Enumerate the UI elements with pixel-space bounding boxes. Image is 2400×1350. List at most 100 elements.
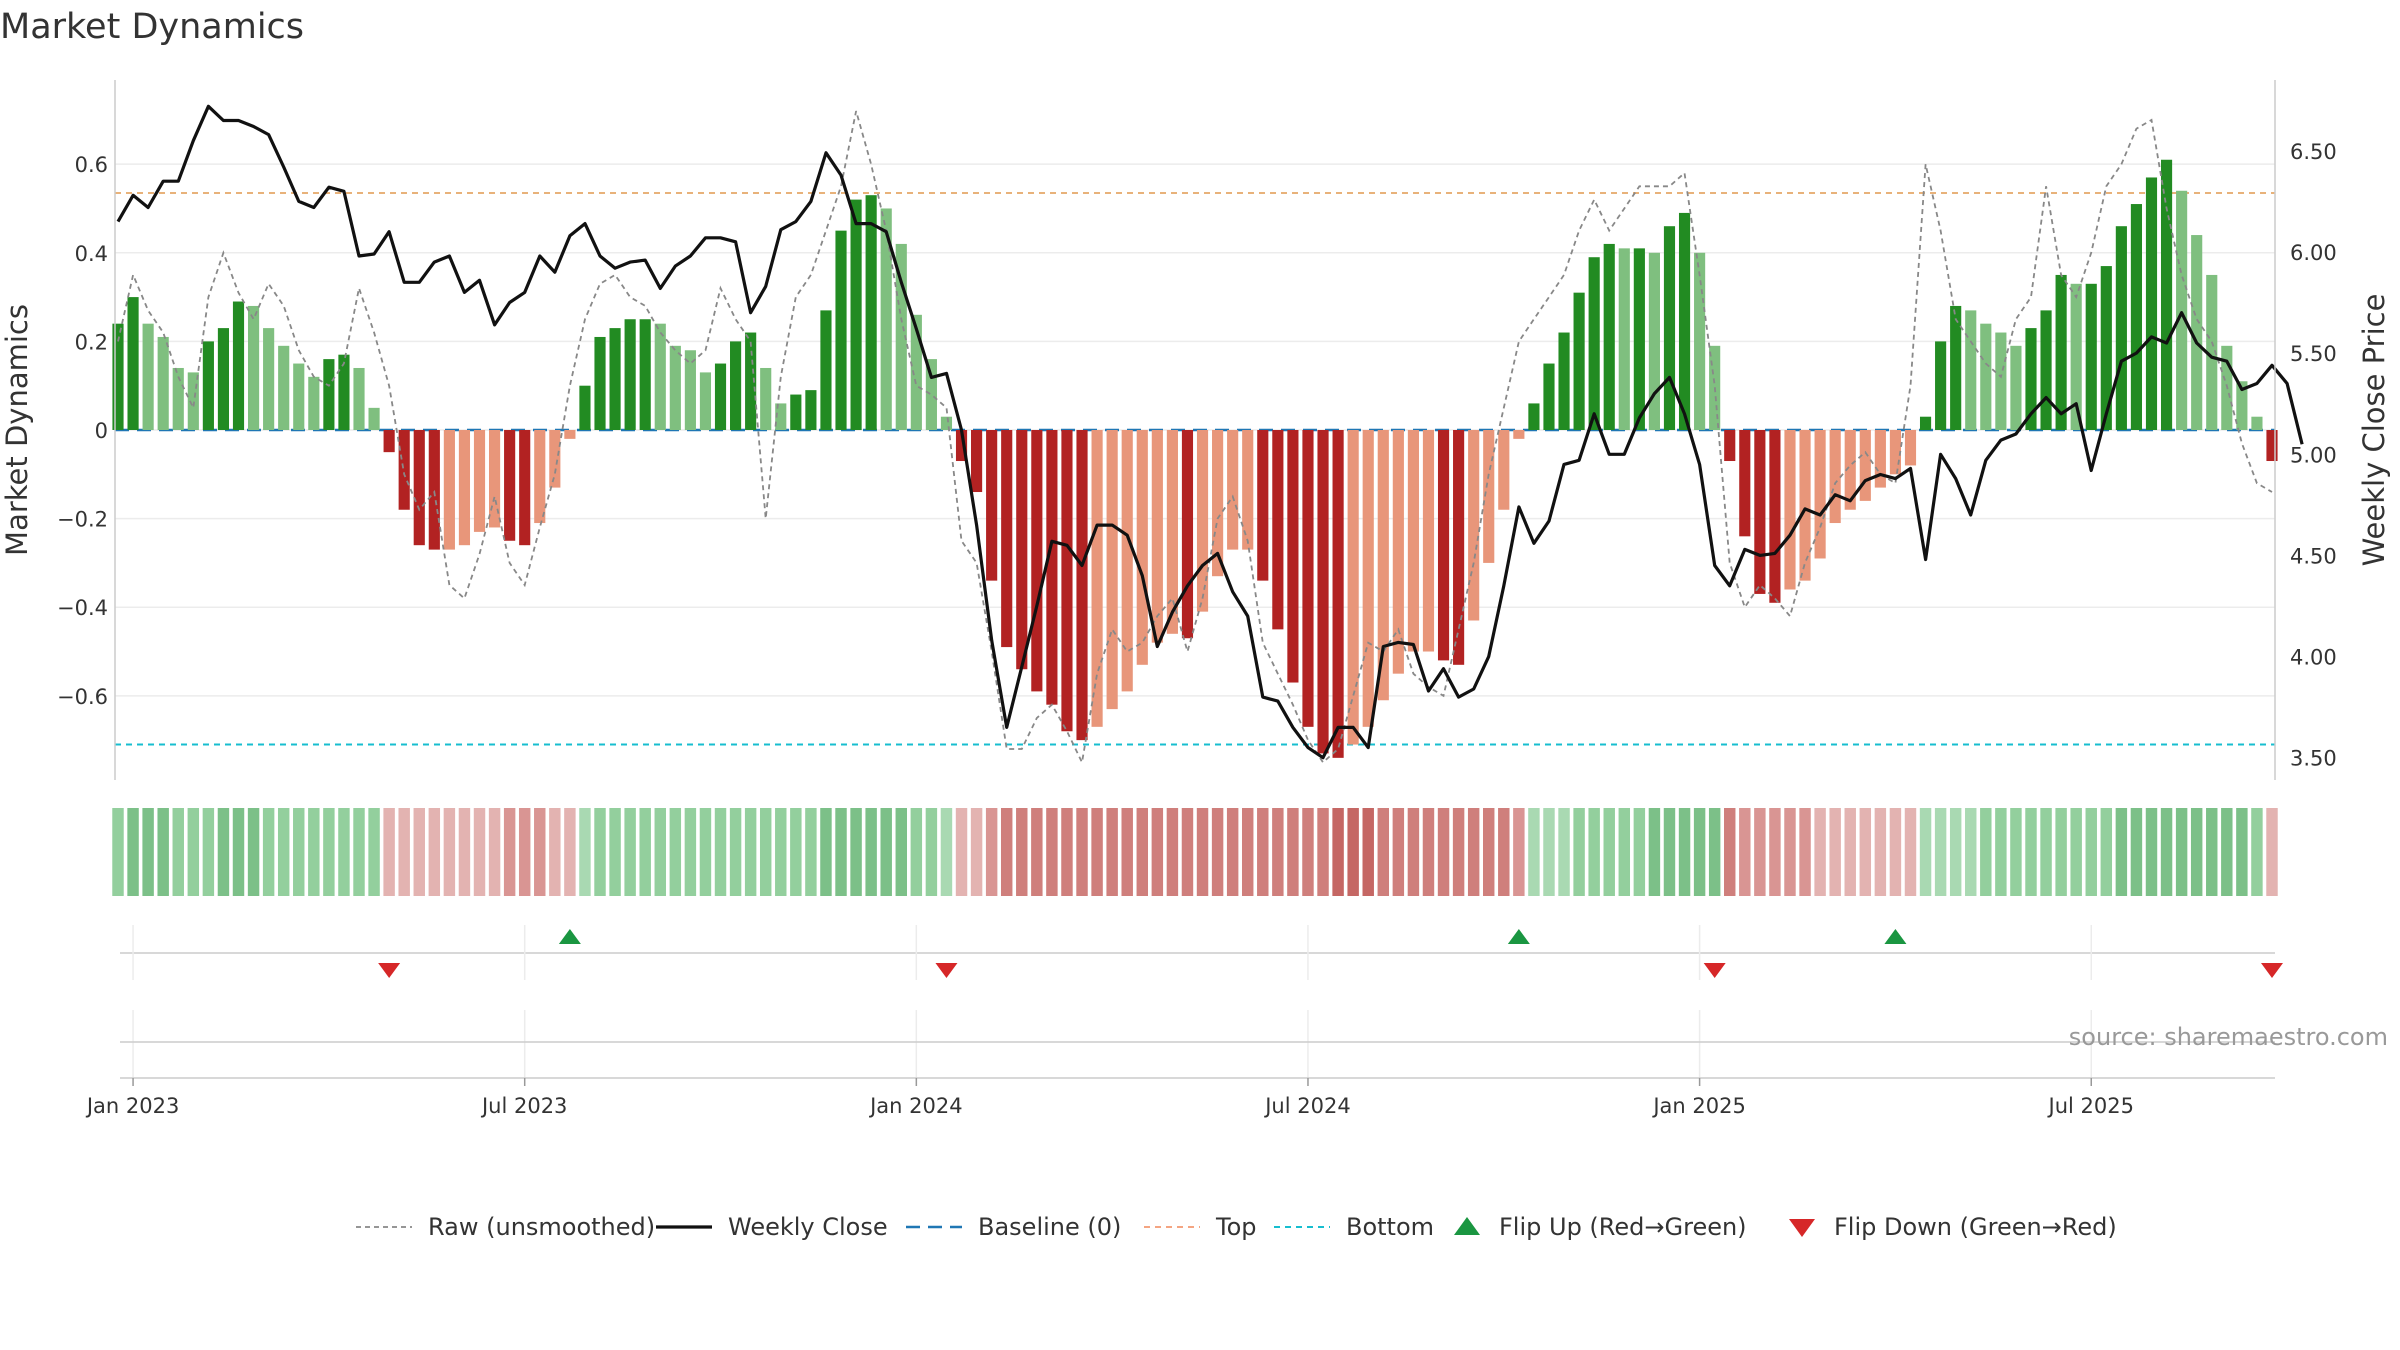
regime-cell xyxy=(805,808,817,896)
dynamics-bar xyxy=(1678,212,1691,430)
dynamics-bar xyxy=(2206,274,2218,430)
dynamics-bar xyxy=(1136,430,1148,665)
dynamics-bar xyxy=(519,430,531,546)
regime-cell xyxy=(398,808,410,896)
regime-cell xyxy=(669,808,682,896)
legend-label: Bottom xyxy=(1346,1213,1434,1241)
regime-cell xyxy=(428,808,441,896)
regime-cell xyxy=(1603,808,1615,896)
regime-cell xyxy=(775,808,787,896)
regime-cell xyxy=(1483,808,1495,896)
regime-cell xyxy=(112,808,124,896)
regime-cell xyxy=(970,808,983,896)
dynamics-bar xyxy=(172,367,184,430)
regime-cell xyxy=(1558,808,1570,896)
dynamics-bar xyxy=(1422,430,1435,652)
dynamics-bar xyxy=(1874,430,1886,488)
dynamics-bar xyxy=(127,297,139,430)
dynamics-bar xyxy=(1558,332,1570,430)
regime-cell xyxy=(2206,808,2218,896)
dynamics-bar xyxy=(443,430,455,550)
dynamics-bar xyxy=(2085,283,2097,430)
flip-down-marker xyxy=(935,963,958,978)
legend-label: Flip Up (Red→Green) xyxy=(1499,1213,1747,1241)
dynamics-bar xyxy=(2236,381,2248,430)
regime-cell xyxy=(1648,808,1661,896)
dynamics-bar xyxy=(684,350,696,430)
regime-cell xyxy=(1844,808,1856,896)
regime-cell xyxy=(1211,808,1224,896)
left-tick-label: −0.4 xyxy=(57,596,108,620)
regime-cell xyxy=(2266,808,2278,896)
regime-cell xyxy=(2025,808,2037,896)
dynamics-bar xyxy=(564,430,576,439)
regime-cell xyxy=(1814,808,1826,896)
regime-cell xyxy=(1452,808,1465,896)
dynamics-bar xyxy=(925,359,937,430)
left-axis-label: Market Dynamics xyxy=(0,304,34,556)
regime-cell xyxy=(277,808,290,896)
dynamics-bar xyxy=(1588,257,1600,430)
regime-cell xyxy=(1241,808,1254,896)
x-tick-label: Jan 2023 xyxy=(85,1094,180,1118)
regime-cell xyxy=(1633,808,1646,896)
regime-cell xyxy=(1618,808,1631,896)
regime-cell xyxy=(1377,808,1390,896)
regime-cell xyxy=(654,808,666,896)
axes-lines xyxy=(114,80,2276,780)
dynamics-bar xyxy=(1257,430,1269,581)
dynamics-bar xyxy=(1724,430,1736,462)
regime-cell xyxy=(714,808,727,896)
dynamics-bar xyxy=(1919,416,1932,430)
dynamics-bar xyxy=(187,372,199,430)
regime-cell xyxy=(820,808,832,896)
regime-cell xyxy=(1543,808,1555,896)
right-tick-label: 4.50 xyxy=(2290,544,2337,568)
dynamics-bar xyxy=(458,430,471,546)
dynamics-bar xyxy=(1347,430,1359,745)
dynamics-bar xyxy=(895,243,907,430)
x-tick-label: Jul 2024 xyxy=(1263,1094,1350,1118)
dynamics-bar xyxy=(1769,430,1781,603)
dynamics-bar xyxy=(579,385,591,430)
regime-cell xyxy=(2175,808,2188,896)
regime-cell xyxy=(850,808,862,896)
flip-down-marker xyxy=(1703,963,1726,978)
dynamics-bar xyxy=(534,430,546,524)
regime-cell xyxy=(413,808,425,896)
dynamics-bar xyxy=(1648,252,1660,430)
regime-cell xyxy=(1693,808,1706,896)
right-tick-label: 6.50 xyxy=(2290,140,2337,164)
legend-item-close: Weekly Close xyxy=(656,1213,888,1241)
regime-cell xyxy=(790,808,802,896)
left-tick-label: 0.4 xyxy=(75,242,108,266)
regime-cell xyxy=(1121,808,1133,896)
dynamics-bar xyxy=(1950,305,1962,430)
regime-cell xyxy=(1874,808,1887,896)
regime-cell xyxy=(1226,808,1239,896)
dynamics-bar xyxy=(1483,430,1495,563)
regime-cell xyxy=(1513,808,1525,896)
regime-cell xyxy=(1091,808,1103,896)
regime-cell xyxy=(473,808,486,896)
regime-cell xyxy=(232,808,245,896)
dynamics-bar xyxy=(413,430,425,546)
regime-cell xyxy=(985,808,998,896)
regime-cell xyxy=(1949,808,1962,896)
dynamics-bar xyxy=(865,195,877,430)
regime-cell xyxy=(293,808,305,896)
dynamics-bar xyxy=(2130,204,2143,430)
dynamics-bar xyxy=(639,319,651,430)
dynamics-bar xyxy=(1061,430,1073,732)
left-tick-label: 0.2 xyxy=(75,330,108,354)
right-tick-label: 4.00 xyxy=(2290,646,2337,670)
regime-cell xyxy=(1332,808,1344,896)
regime-cell xyxy=(1724,808,1736,896)
dynamics-bar xyxy=(1513,430,1525,439)
regime-cell xyxy=(1588,808,1600,896)
dynamics-bar xyxy=(112,323,124,430)
dynamics-bar xyxy=(594,336,606,430)
dynamics-bar xyxy=(217,328,230,430)
flip-down-marker xyxy=(378,963,401,978)
